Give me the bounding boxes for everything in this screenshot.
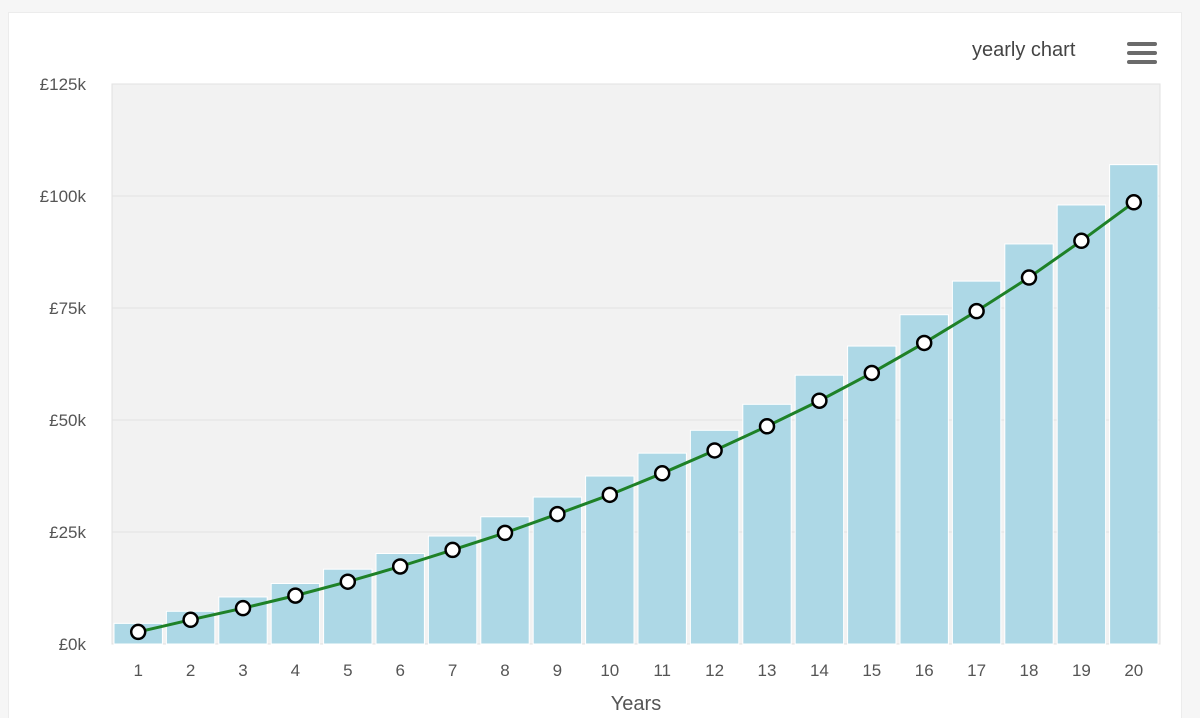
line-point[interactable] bbox=[601, 486, 619, 504]
bar[interactable] bbox=[951, 280, 1002, 645]
line-point[interactable] bbox=[706, 442, 723, 459]
bar[interactable] bbox=[637, 452, 687, 645]
series-line bbox=[137, 201, 1135, 634]
line-point[interactable] bbox=[549, 505, 566, 523]
y-tick-label: £100k bbox=[40, 187, 87, 206]
x-tick-label: 5 bbox=[343, 661, 352, 680]
line-point[interactable] bbox=[653, 465, 671, 482]
y-tick-label: £0k bbox=[59, 635, 87, 654]
y-tick-label: £50k bbox=[49, 411, 86, 430]
line-point[interactable] bbox=[234, 599, 252, 617]
line-point[interactable] bbox=[182, 611, 199, 629]
line-point[interactable] bbox=[1020, 269, 1038, 286]
bar[interactable] bbox=[899, 314, 949, 645]
x-tick-label: 12 bbox=[705, 661, 724, 680]
x-tick-label: 7 bbox=[448, 661, 457, 680]
bar[interactable] bbox=[1109, 164, 1159, 645]
x-tick-label: 10 bbox=[600, 661, 619, 680]
line-point[interactable] bbox=[391, 558, 409, 575]
line-point[interactable] bbox=[1073, 232, 1090, 250]
line-point[interactable] bbox=[863, 364, 881, 382]
y-tick-label: £75k bbox=[49, 299, 86, 318]
x-tick-label: 1 bbox=[133, 661, 142, 680]
y-tick-label: £125k bbox=[40, 75, 87, 94]
line-point[interactable] bbox=[129, 623, 147, 641]
bar[interactable] bbox=[1056, 204, 1107, 645]
line-point[interactable] bbox=[339, 573, 357, 590]
bar[interactable] bbox=[689, 429, 740, 645]
x-axis-ticks: 1 2 3 4 5 6 7 8 9 10 11 12 13 14 15 16 17 18 19 20 bbox=[133, 661, 1143, 680]
x-tick-label: 4 bbox=[291, 661, 300, 680]
bar[interactable] bbox=[585, 475, 635, 645]
line-point[interactable] bbox=[758, 418, 776, 435]
x-axis-title: Years bbox=[611, 693, 661, 715]
y-axis-ticks: £0k £25k £50k £75k £100k £125k bbox=[40, 75, 87, 654]
x-tick-label: 11 bbox=[653, 661, 671, 680]
line-point[interactable] bbox=[915, 334, 933, 352]
x-tick-label: 8 bbox=[500, 661, 509, 680]
x-tick-label: 17 bbox=[967, 661, 986, 680]
line-point[interactable] bbox=[287, 587, 304, 604]
line-point[interactable] bbox=[811, 392, 828, 409]
line-point[interactable] bbox=[968, 302, 985, 320]
x-tick-label: 16 bbox=[915, 661, 934, 680]
chart-title: yearly chart bbox=[972, 39, 1076, 61]
bar[interactable] bbox=[794, 374, 845, 645]
x-tick-label: 9 bbox=[553, 661, 562, 680]
x-tick-label: 2 bbox=[186, 661, 195, 680]
line-point[interactable] bbox=[496, 524, 514, 542]
x-tick-label: 6 bbox=[395, 661, 404, 680]
line-series bbox=[129, 194, 1143, 641]
line-point[interactable] bbox=[444, 541, 461, 559]
x-tick-label: 3 bbox=[238, 661, 247, 680]
bar[interactable] bbox=[742, 403, 792, 645]
x-tick-label: 15 bbox=[862, 661, 881, 680]
bar[interactable] bbox=[847, 345, 897, 645]
y-tick-label: £25k bbox=[49, 523, 86, 542]
x-tick-label: 19 bbox=[1072, 661, 1091, 680]
plot-area bbox=[111, 83, 1161, 645]
x-tick-label: 14 bbox=[810, 661, 829, 680]
x-tick-label: 13 bbox=[758, 661, 777, 680]
x-tick-label: 20 bbox=[1124, 661, 1143, 680]
x-tick-label: 18 bbox=[1020, 661, 1039, 680]
hamburger-menu-icon[interactable] bbox=[1124, 39, 1158, 67]
bar[interactable] bbox=[1004, 243, 1054, 645]
line-point[interactable] bbox=[1125, 194, 1143, 211]
